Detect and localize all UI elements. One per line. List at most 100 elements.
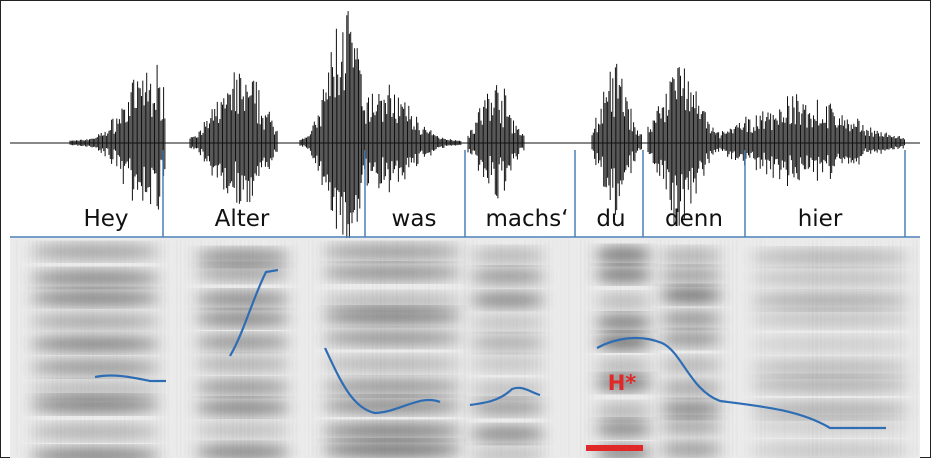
spectral-stripe [756, 238, 758, 458]
spectral-stripe [68, 238, 70, 458]
spectral-stripe [416, 238, 418, 458]
spectral-stripe [724, 238, 726, 458]
word-boundaries [162, 150, 906, 237]
spectral-stripe [752, 238, 754, 458]
spectral-stripe [320, 238, 322, 458]
spectral-stripe [176, 238, 178, 458]
spectral-stripe [376, 238, 378, 458]
spectral-stripe [64, 238, 66, 458]
spectral-stripe [548, 238, 550, 458]
spectral-stripe [184, 238, 186, 458]
formant-band [660, 311, 722, 328]
spectral-stripe [216, 238, 218, 458]
spectral-stripe [72, 238, 74, 458]
spectral-stripe [388, 238, 390, 458]
formant-band [30, 381, 160, 398]
spectral-stripe [60, 238, 62, 458]
formant-band [660, 330, 722, 347]
spectral-stripe [468, 238, 470, 458]
spectral-stripe [24, 238, 26, 458]
spectral-stripe [324, 238, 326, 458]
spectral-stripe [816, 238, 818, 458]
spectral-stripe [400, 238, 402, 458]
spectral-stripe [360, 238, 362, 458]
spectral-stripe [560, 238, 562, 458]
spectral-stripe [76, 238, 78, 458]
spectral-stripe [304, 238, 306, 458]
spectral-stripe [20, 238, 22, 458]
spectral-stripe [228, 238, 230, 458]
spectral-stripe [284, 238, 286, 458]
spectral-stripe [636, 238, 638, 458]
spectral-stripe [872, 238, 874, 458]
spectral-stripe [84, 238, 86, 458]
spectral-stripe [680, 238, 682, 458]
spectral-stripe [348, 238, 350, 458]
formant-band [30, 359, 160, 376]
spectral-stripe [496, 238, 498, 458]
spectral-stripe [128, 238, 130, 458]
spectral-stripe [704, 238, 706, 458]
spectral-stripe [240, 238, 242, 458]
spectral-stripe [764, 238, 766, 458]
spectral-stripe [364, 238, 366, 458]
spectral-stripe [444, 238, 446, 458]
formant-band [195, 334, 290, 351]
spectral-stripe [852, 238, 854, 458]
spectral-stripe [612, 238, 614, 458]
formant-band [30, 290, 160, 307]
spectral-stripe [280, 238, 282, 458]
spectral-stripe [876, 238, 878, 458]
spectral-stripe [604, 238, 606, 458]
spectral-stripe [392, 238, 394, 458]
spectral-stripe [120, 238, 122, 458]
spectral-stripe [88, 238, 90, 458]
spectral-stripe [224, 238, 226, 458]
spectral-stripe [408, 238, 410, 458]
spectral-stripe [568, 238, 570, 458]
spectral-stripe [632, 238, 634, 458]
spectral-stripe [720, 238, 722, 458]
formant-band [30, 396, 160, 413]
formant-band [595, 247, 652, 264]
spectral-stripe [556, 238, 558, 458]
spectral-stripe [728, 238, 730, 458]
spectral-stripe [312, 238, 314, 458]
pitch-contour [324, 347, 441, 415]
spectral-stripe [272, 238, 274, 458]
formant-band [195, 422, 290, 439]
spectral-stripe [336, 238, 338, 458]
word-label: was [392, 206, 437, 232]
spectral-stripe [208, 238, 210, 458]
spectral-stripe [616, 238, 618, 458]
spectral-stripe [652, 238, 654, 458]
formant-band [750, 336, 910, 353]
spectral-stripe [660, 238, 662, 458]
spectral-stripe [796, 238, 798, 458]
spectral-stripe [592, 238, 594, 458]
spectral-stripe [524, 238, 526, 458]
spectral-stripe [644, 238, 646, 458]
spectral-stripe [288, 238, 290, 458]
formant-band [30, 270, 160, 287]
spectral-stripe [572, 238, 574, 458]
spectral-stripe [380, 238, 382, 458]
spectral-stripe [44, 238, 46, 458]
formant-band [750, 311, 910, 328]
spectral-stripe [384, 238, 386, 458]
spectral-stripe [700, 238, 702, 458]
spectral-stripe [832, 238, 834, 458]
spectral-stripe [656, 238, 658, 458]
spectral-stripe [28, 238, 30, 458]
word-tier: Hey Alter was machs‘ du denn hier [83, 206, 842, 232]
spectral-stripe [912, 238, 914, 458]
spectral-stripe [828, 238, 830, 458]
spectral-stripe [260, 238, 262, 458]
spectral-stripe [736, 238, 738, 458]
spectral-stripe [428, 238, 430, 458]
spectral-stripe [188, 238, 190, 458]
spectral-stripe [460, 238, 462, 458]
formant-band [660, 357, 722, 374]
word-label: machs‘ [485, 206, 568, 232]
